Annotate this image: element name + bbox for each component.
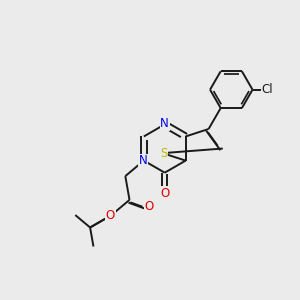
Text: N: N: [160, 117, 169, 130]
Text: O: O: [160, 187, 169, 200]
Text: Cl: Cl: [261, 83, 273, 96]
Text: O: O: [106, 209, 115, 222]
Text: O: O: [144, 200, 153, 213]
Text: N: N: [139, 154, 147, 167]
Text: S: S: [160, 147, 167, 160]
